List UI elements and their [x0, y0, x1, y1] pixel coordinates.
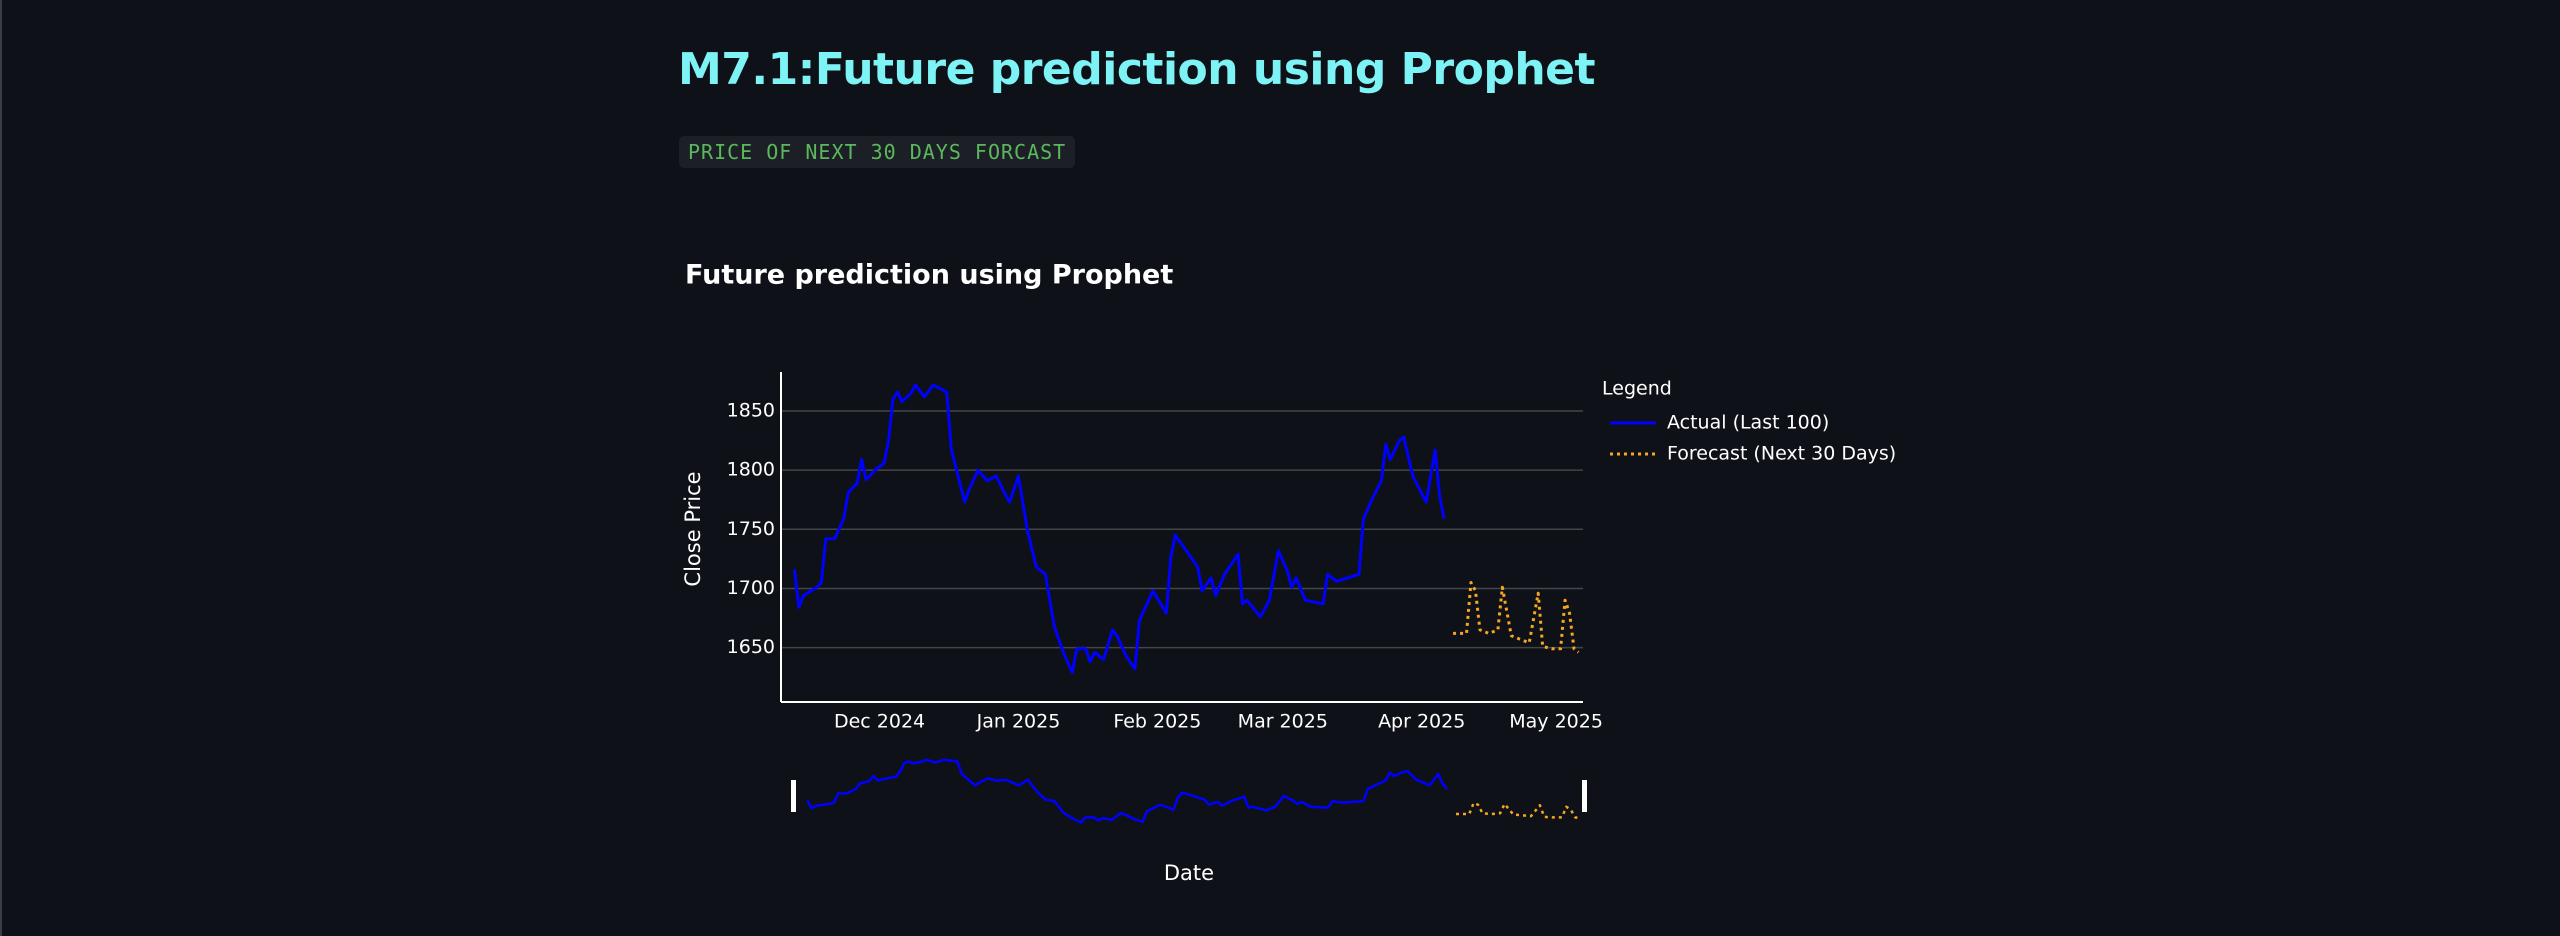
y-axis-label: Close Price: [681, 471, 705, 586]
y-tick-label: 1700: [727, 577, 775, 599]
code-badge: PRICE OF NEXT 30 DAYS FORCAST: [679, 136, 1076, 168]
y-tick-label: 1800: [727, 459, 775, 481]
slider-handle: [791, 780, 796, 812]
x-axis-label: Date: [1164, 861, 1214, 885]
y-tick-label: 1650: [727, 636, 775, 658]
y-tick-label: 1850: [727, 400, 775, 422]
chart-title: Future prediction using Prophet: [685, 260, 1173, 291]
slider-handle: [1582, 780, 1587, 812]
x-tick-label: Jan 2025: [976, 711, 1061, 733]
page-title: M7.1:Future prediction using Prophet: [678, 44, 1596, 95]
legend-title: Legend: [1602, 378, 1672, 400]
x-tick-label: Dec 2024: [834, 711, 925, 733]
slider-line: [1456, 801, 1580, 820]
series-line: [1453, 581, 1580, 654]
slider-line: [806, 758, 1449, 824]
series-line: [792, 383, 1446, 674]
legend-label: Forecast (Next 30 Days): [1667, 443, 1896, 465]
y-tick-label: 1750: [727, 518, 775, 540]
x-tick-label: May 2025: [1509, 711, 1603, 733]
x-tick-label: Mar 2025: [1238, 711, 1328, 733]
legend-label: Actual (Last 100): [1667, 412, 1829, 434]
x-tick-label: Apr 2025: [1378, 711, 1465, 733]
x-tick-label: Feb 2025: [1113, 711, 1201, 733]
